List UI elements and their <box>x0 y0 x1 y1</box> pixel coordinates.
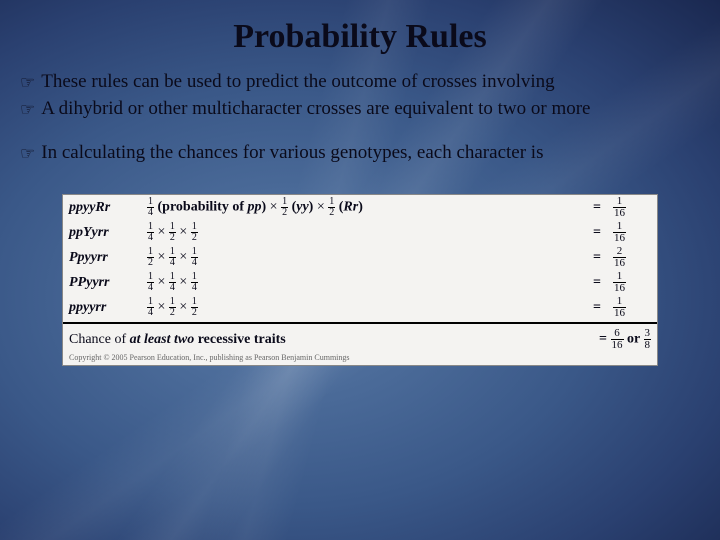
slide-title: Probability Rules <box>20 18 700 56</box>
genotype-cell: ppyyRr <box>63 195 141 220</box>
genotype-cell: Ppyyrr <box>63 245 141 270</box>
table-row: PPyyrr14 × 14 × 14=116 <box>63 270 657 295</box>
result-cell: 116 <box>607 195 657 220</box>
equals-cell: = <box>581 245 607 270</box>
summary-label: Chance of at least two recessive traits <box>69 332 595 348</box>
equals-cell: = <box>581 195 607 220</box>
pointing-hand-icon: ☞ <box>20 143 35 165</box>
result-cell: 216 <box>607 245 657 270</box>
probability-table-body: ppyyRr14 (probability of pp) × 12 (yy) ×… <box>63 195 657 320</box>
summary-em: at least two <box>130 332 195 347</box>
expression-cell: 12 × 14 × 14 <box>141 245 581 270</box>
equals-cell: = <box>581 220 607 245</box>
result-cell: 116 <box>607 270 657 295</box>
bullet-text: These rules can be used to predict the o… <box>41 70 700 95</box>
summary-pre: Chance of <box>69 332 130 347</box>
bullet-item: ☞ In calculating the chances for various… <box>20 141 700 166</box>
table-row: ppYyrr14 × 12 × 12=116 <box>63 220 657 245</box>
expression-cell: 14 × 12 × 12 <box>141 220 581 245</box>
genotype-cell: PPyyrr <box>63 270 141 295</box>
table-row: Ppyyrr12 × 14 × 14=216 <box>63 245 657 270</box>
expression-cell: 14 × 12 × 12 <box>141 295 581 320</box>
genotype-cell: ppyyrr <box>63 295 141 320</box>
genotype-cell: ppYyrr <box>63 220 141 245</box>
probability-table: ppyyRr14 (probability of pp) × 12 (yy) ×… <box>63 195 657 320</box>
result-cell: 116 <box>607 220 657 245</box>
slide-content: Probability Rules ☞ These rules can be u… <box>0 0 720 366</box>
bullet-item: ☞ These rules can be used to predict the… <box>20 70 700 95</box>
summary-post: recessive traits <box>194 332 285 347</box>
probability-table-figure: ppyyRr14 (probability of pp) × 12 (yy) ×… <box>62 194 658 366</box>
bullet-text: A dihybrid or other multicharacter cross… <box>41 97 700 122</box>
expression-cell: 14 (probability of pp) × 12 (yy) × 12 (R… <box>141 195 581 220</box>
summary-result: = 616 or 38 <box>599 328 651 351</box>
copyright-text: Copyright © 2005 Pearson Education, Inc.… <box>63 353 657 365</box>
equals-cell: = <box>581 270 607 295</box>
pointing-hand-icon: ☞ <box>20 72 35 94</box>
bullet-item: ☞ A dihybrid or other multicharacter cro… <box>20 97 700 122</box>
table-row: ppyyRr14 (probability of pp) × 12 (yy) ×… <box>63 195 657 220</box>
summary-row: Chance of at least two recessive traits … <box>63 324 657 353</box>
equals-cell: = <box>581 295 607 320</box>
pointing-hand-icon: ☞ <box>20 99 35 121</box>
table-row: ppyyrr14 × 12 × 12=116 <box>63 295 657 320</box>
result-cell: 116 <box>607 295 657 320</box>
bullet-text: In calculating the chances for various g… <box>41 141 700 166</box>
expression-cell: 14 × 14 × 14 <box>141 270 581 295</box>
